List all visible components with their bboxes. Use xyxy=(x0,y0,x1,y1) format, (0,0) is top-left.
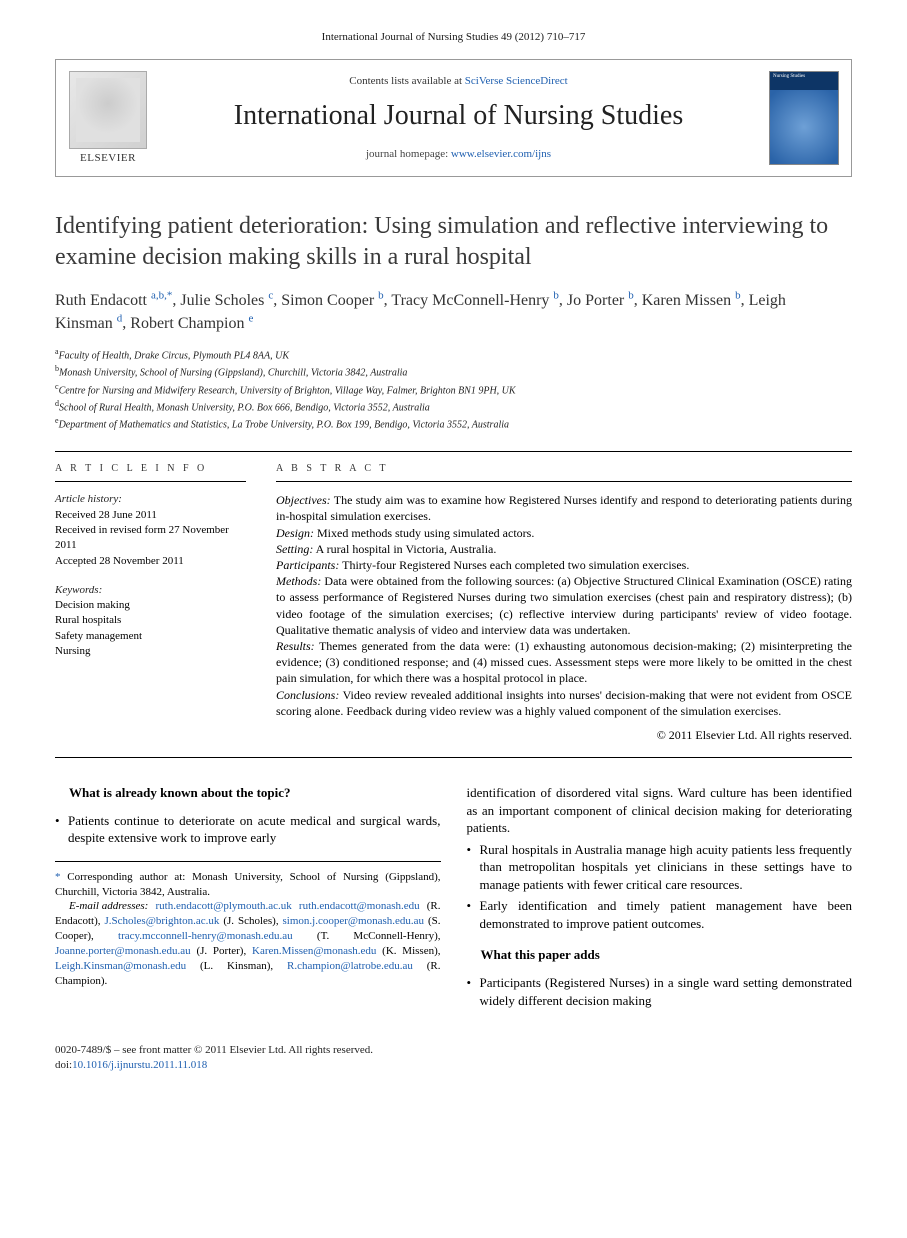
keywords-label: Keywords: xyxy=(55,583,246,598)
abs-setting: A rural hospital in Victoria, Australia. xyxy=(313,542,496,556)
copyright: © 2011 Elsevier Ltd. All rights reserved… xyxy=(276,727,852,743)
list-item: Rural hospitals in Australia manage high… xyxy=(467,841,853,894)
journal-homepage: journal homepage: www.elsevier.com/ijns xyxy=(162,147,755,162)
running-head: International Journal of Nursing Studies… xyxy=(55,30,852,45)
abstract: A B S T R A C T Objectives: The study ai… xyxy=(260,452,852,757)
abs-participants: Thirty-four Registered Nurses each compl… xyxy=(339,558,689,572)
affiliation: aFaculty of Health, Drake Circus, Plymou… xyxy=(55,346,852,363)
abs-results-label: Results: xyxy=(276,639,315,653)
article-title: Identifying patient deterioration: Using… xyxy=(55,211,852,272)
email-link[interactable]: simon.j.cooper@monash.edu.au xyxy=(283,915,425,927)
footer-meta: 0020-7489/$ – see front matter © 2011 El… xyxy=(55,1043,852,1073)
authors-list: Ruth Endacott a,b,*, Julie Scholes c, Si… xyxy=(55,288,852,334)
abs-design-label: Design: xyxy=(276,526,314,540)
abs-participants-label: Participants: xyxy=(276,558,339,572)
keyword: Nursing xyxy=(55,644,246,659)
affiliation: cCentre for Nursing and Midwifery Resear… xyxy=(55,381,852,398)
continuation-text: identification of disordered vital signs… xyxy=(467,784,853,837)
affiliation: eDepartment of Mathematics and Statistic… xyxy=(55,415,852,432)
masthead-center: Contents lists available at SciVerse Sci… xyxy=(162,74,755,161)
corr-emails: E-mail addresses: ruth.endacott@plymouth… xyxy=(55,899,441,988)
history-label: Article history: xyxy=(55,492,246,507)
abs-objectives-label: Objectives: xyxy=(276,493,331,507)
keyword: Safety management xyxy=(55,629,246,644)
contents-prefix: Contents lists available at xyxy=(349,75,462,87)
doi-line: doi:10.1016/j.ijnurstu.2011.11.018 xyxy=(55,1058,852,1073)
question-adds: What this paper adds xyxy=(467,946,853,964)
author: Karen Missen b xyxy=(642,292,741,309)
keywords-list: Decision makingRural hospitalsSafety man… xyxy=(55,598,246,660)
author: Ruth Endacott a,b,* xyxy=(55,292,172,309)
corr-address: * Corresponding author at: Monash Univer… xyxy=(55,870,441,900)
email-link[interactable]: Leigh.Kinsman@monash.edu xyxy=(55,960,186,972)
corr-label-text: Corresponding author at: Monash Universi… xyxy=(55,871,441,898)
author: Simon Cooper b xyxy=(281,292,383,309)
history-accepted: Accepted 28 November 2011 xyxy=(55,554,246,569)
elsevier-tree-icon xyxy=(69,71,147,149)
affiliation: dSchool of Rural Health, Monash Universi… xyxy=(55,398,852,415)
doi-link[interactable]: 10.1016/j.ijnurstu.2011.11.018 xyxy=(72,1059,207,1071)
email-link[interactable]: ruth.endacott@monash.edu xyxy=(299,900,420,912)
doi-label: doi: xyxy=(55,1059,72,1071)
email-link[interactable]: Joanne.porter@monash.edu.au xyxy=(55,945,191,957)
left-column: What is already known about the topic? P… xyxy=(55,784,441,1013)
email-link[interactable]: Karen.Missen@monash.edu xyxy=(252,945,376,957)
homepage-prefix: journal homepage: xyxy=(366,148,448,160)
abs-methods: Data were obtained from the following so… xyxy=(276,574,852,637)
journal-cover-thumb: Nursing Studies xyxy=(769,71,839,165)
homepage-url[interactable]: www.elsevier.com/ijns xyxy=(451,148,551,160)
keywords-block: Keywords: Decision makingRural hospitals… xyxy=(55,583,246,659)
email-link[interactable]: J.Scholes@brighton.ac.uk xyxy=(104,915,219,927)
article-info-head: A R T I C L E I N F O xyxy=(55,462,246,483)
list-item: Participants (Registered Nurses) in a si… xyxy=(467,974,853,1009)
history-received: Received 28 June 2011 xyxy=(55,508,246,523)
abstract-head: A B S T R A C T xyxy=(276,462,852,483)
abs-conclusions-label: Conclusions: xyxy=(276,688,339,702)
author: Jo Porter b xyxy=(567,292,634,309)
elsevier-logo: ELSEVIER xyxy=(68,70,148,166)
adds-bullets: Participants (Registered Nurses) in a si… xyxy=(467,974,853,1009)
email-link[interactable]: ruth.endacott@plymouth.ac.uk xyxy=(155,900,291,912)
list-item: Patients continue to deteriorate on acut… xyxy=(55,812,441,847)
abs-methods-label: Methods: xyxy=(276,574,321,588)
abs-results: Themes generated from the data were: (1)… xyxy=(276,639,852,685)
corresponding-author: * Corresponding author at: Monash Univer… xyxy=(55,870,441,989)
email-link[interactable]: R.champion@latrobe.edu.au xyxy=(287,960,413,972)
cover-label: Nursing Studies xyxy=(770,72,838,90)
question-known: What is already known about the topic? xyxy=(55,784,441,802)
author: Tracy McConnell-Henry b xyxy=(391,292,559,309)
author: Robert Champion e xyxy=(130,315,253,332)
abs-design: Mixed methods study using simulated acto… xyxy=(314,526,534,540)
article-info: A R T I C L E I N F O Article history: R… xyxy=(55,452,260,757)
divider xyxy=(55,861,441,862)
keyword: Decision making xyxy=(55,598,246,613)
history-revised: Received in revised form 27 November 201… xyxy=(55,523,246,554)
known-bullets-right: Rural hospitals in Australia manage high… xyxy=(467,841,853,933)
abs-objectives: The study aim was to examine how Registe… xyxy=(276,493,852,523)
contents-line: Contents lists available at SciVerse Sci… xyxy=(162,74,755,89)
cover-image-icon xyxy=(770,90,838,164)
author: Julie Scholes c xyxy=(180,292,273,309)
affiliations: aFaculty of Health, Drake Circus, Plymou… xyxy=(55,346,852,433)
elsevier-word: ELSEVIER xyxy=(80,151,136,166)
known-bullets-left: Patients continue to deteriorate on acut… xyxy=(55,812,441,847)
list-item: Early identification and timely patient … xyxy=(467,897,853,932)
body-columns: What is already known about the topic? P… xyxy=(55,784,852,1013)
keyword: Rural hospitals xyxy=(55,613,246,628)
journal-masthead: ELSEVIER Contents lists available at Sci… xyxy=(55,59,852,177)
info-abstract-block: A R T I C L E I N F O Article history: R… xyxy=(55,451,852,758)
email-link[interactable]: tracy.mcconnell-henry@monash.edu.au xyxy=(118,930,293,942)
issn-line: 0020-7489/$ – see front matter © 2011 El… xyxy=(55,1043,852,1058)
abs-conclusions: Video review revealed additional insight… xyxy=(276,688,852,718)
sciencedirect-link[interactable]: SciVerse ScienceDirect xyxy=(465,75,568,87)
journal-name: International Journal of Nursing Studies xyxy=(162,97,755,135)
affiliation: bMonash University, School of Nursing (G… xyxy=(55,363,852,380)
right-column: identification of disordered vital signs… xyxy=(467,784,853,1013)
article-history: Article history: Received 28 June 2011 R… xyxy=(55,492,246,569)
abs-setting-label: Setting: xyxy=(276,542,313,556)
